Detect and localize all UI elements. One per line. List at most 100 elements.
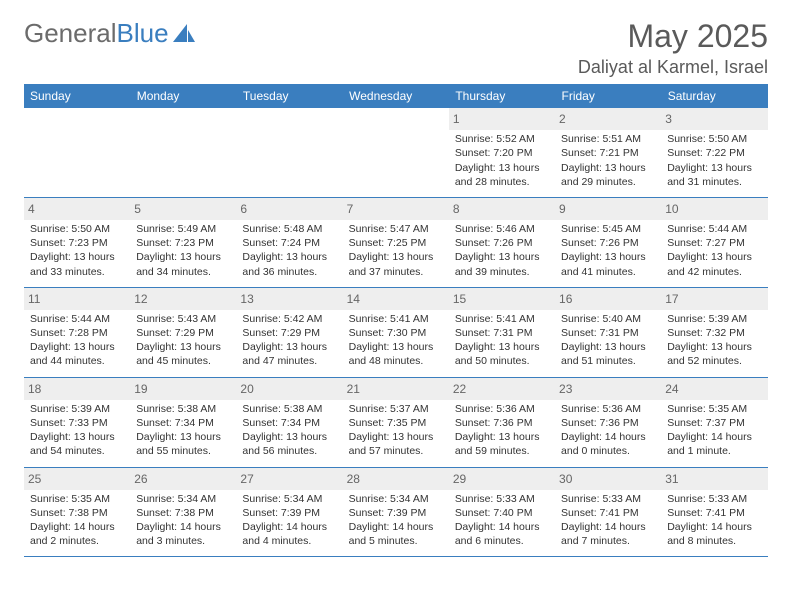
location-label: Daliyat al Karmel, Israel: [578, 57, 768, 78]
sunset-text: Sunset: 7:33 PM: [30, 416, 124, 430]
title-block: May 2025 Daliyat al Karmel, Israel: [578, 18, 768, 78]
day-number: 29: [449, 468, 555, 490]
dayheader-thu: Thursday: [449, 84, 555, 108]
day-cell: 3 Sunrise: 5:50 AMSunset: 7:22 PMDaylight…: [661, 108, 767, 197]
sunset-text: Sunset: 7:36 PM: [561, 416, 655, 430]
dayheader-tue: Tuesday: [236, 84, 342, 108]
daylight-text: Daylight: 13 hours and 37 minutes.: [349, 250, 443, 278]
day-number: 7: [343, 198, 449, 220]
day-number: 30: [555, 468, 661, 490]
daylight-text: Daylight: 14 hours and 8 minutes.: [667, 520, 761, 548]
day-cell: 17Sunrise: 5:39 AMSunset: 7:32 PMDayligh…: [661, 287, 767, 377]
sunrise-text: Sunrise: 5:48 AM: [242, 222, 336, 236]
day-number: 11: [24, 288, 130, 310]
dayheader-sun: Sunday: [24, 84, 130, 108]
day-number: 6: [236, 198, 342, 220]
week-row: 18Sunrise: 5:39 AMSunset: 7:33 PMDayligh…: [24, 377, 768, 467]
sunrise-text: Sunrise: 5:38 AM: [136, 402, 230, 416]
daylight-text: Daylight: 13 hours and 50 minutes.: [455, 340, 549, 368]
daylight-text: Daylight: 13 hours and 55 minutes.: [136, 430, 230, 458]
day-number: 23: [555, 378, 661, 400]
sunset-text: Sunset: 7:41 PM: [561, 506, 655, 520]
sunrise-text: Sunrise: 5:42 AM: [242, 312, 336, 326]
day-number: 17: [661, 288, 767, 310]
daylight-text: Daylight: 13 hours and 33 minutes.: [30, 250, 124, 278]
sunrise-text: Sunrise: 5:38 AM: [242, 402, 336, 416]
day-number: 28: [343, 468, 449, 490]
sunset-text: Sunset: 7:29 PM: [136, 326, 230, 340]
calendar-table: Sunday Monday Tuesday Wednesday Thursday…: [24, 84, 768, 557]
day-cell: 29Sunrise: 5:33 AMSunset: 7:40 PMDayligh…: [449, 467, 555, 557]
day-number: 19: [130, 378, 236, 400]
sunset-text: Sunset: 7:38 PM: [136, 506, 230, 520]
sail-icon: [173, 18, 195, 49]
month-title: May 2025: [578, 18, 768, 55]
day-cell: 28Sunrise: 5:34 AMSunset: 7:39 PMDayligh…: [343, 467, 449, 557]
daylight-text: Daylight: 14 hours and 0 minutes.: [561, 430, 655, 458]
sunrise-text: Sunrise: 5:34 AM: [242, 492, 336, 506]
day-cell: 21Sunrise: 5:37 AMSunset: 7:35 PMDayligh…: [343, 377, 449, 467]
dayheader-wed: Wednesday: [343, 84, 449, 108]
sunrise-text: Sunrise: 5:40 AM: [561, 312, 655, 326]
sunrise-text: Sunrise: 5:41 AM: [349, 312, 443, 326]
sunset-text: Sunset: 7:39 PM: [349, 506, 443, 520]
sunset-text: Sunset: 7:38 PM: [30, 506, 124, 520]
sunset-text: Sunset: 7:31 PM: [455, 326, 549, 340]
day-number: 3: [661, 108, 767, 130]
daylight-text: Daylight: 13 hours and 54 minutes.: [30, 430, 124, 458]
day-cell: 7Sunrise: 5:47 AMSunset: 7:25 PMDaylight…: [343, 197, 449, 287]
daylight-text: Daylight: 14 hours and 7 minutes.: [561, 520, 655, 548]
day-cell: 23 Sunrise: 5:36 AMSunset: 7:36 PMDayligh…: [555, 377, 661, 467]
day-number: 10: [661, 198, 767, 220]
daylight-text: Daylight: 13 hours and 56 minutes.: [242, 430, 336, 458]
brand-logo: GeneralBlue: [24, 18, 195, 49]
day-cell: [343, 108, 449, 197]
day-number: 24: [661, 378, 767, 400]
daylight-text: Daylight: 13 hours and 41 minutes.: [561, 250, 655, 278]
sunset-text: Sunset: 7:40 PM: [455, 506, 549, 520]
sunset-text: Sunset: 7:34 PM: [242, 416, 336, 430]
day-number: 13: [236, 288, 342, 310]
sunset-text: Sunset: 7:24 PM: [242, 236, 336, 250]
sunrise-text: Sunrise: 5:33 AM: [455, 492, 549, 506]
sunset-text: Sunset: 7:41 PM: [667, 506, 761, 520]
daylight-text: Daylight: 13 hours and 31 minutes.: [667, 161, 761, 189]
dayheader-sat: Saturday: [661, 84, 767, 108]
sunrise-text: Sunrise: 5:51 AM: [561, 132, 655, 146]
brand-part2: Blue: [117, 18, 169, 49]
day-number: 16: [555, 288, 661, 310]
sunset-text: Sunset: 7:23 PM: [136, 236, 230, 250]
header-row: GeneralBlue May 2025 Daliyat al Karmel, …: [24, 18, 768, 78]
sunset-text: Sunset: 7:39 PM: [242, 506, 336, 520]
sunset-text: Sunset: 7:30 PM: [349, 326, 443, 340]
day-cell: 5Sunrise: 5:49 AMSunset: 7:23 PMDaylight…: [130, 197, 236, 287]
sunrise-text: Sunrise: 5:33 AM: [667, 492, 761, 506]
sunrise-text: Sunrise: 5:50 AM: [667, 132, 761, 146]
daylight-text: Daylight: 13 hours and 39 minutes.: [455, 250, 549, 278]
day-number: 31: [661, 468, 767, 490]
sunset-text: Sunset: 7:22 PM: [667, 146, 761, 160]
sunset-text: Sunset: 7:31 PM: [561, 326, 655, 340]
day-cell: 4Sunrise: 5:50 AMSunset: 7:23 PMDaylight…: [24, 197, 130, 287]
sunrise-text: Sunrise: 5:41 AM: [455, 312, 549, 326]
day-number: 14: [343, 288, 449, 310]
day-cell: 25Sunrise: 5:35 AMSunset: 7:38 PMDayligh…: [24, 467, 130, 557]
daylight-text: Daylight: 13 hours and 28 minutes.: [455, 161, 549, 189]
sunrise-text: Sunrise: 5:45 AM: [561, 222, 655, 236]
sunrise-text: Sunrise: 5:36 AM: [561, 402, 655, 416]
sunrise-text: Sunrise: 5:34 AM: [136, 492, 230, 506]
brand-part1: General: [24, 18, 117, 49]
daylight-text: Daylight: 14 hours and 4 minutes.: [242, 520, 336, 548]
daylight-text: Daylight: 14 hours and 5 minutes.: [349, 520, 443, 548]
daylight-text: Daylight: 13 hours and 48 minutes.: [349, 340, 443, 368]
day-number: 9: [555, 198, 661, 220]
sunset-text: Sunset: 7:32 PM: [667, 326, 761, 340]
day-number: 15: [449, 288, 555, 310]
sunset-text: Sunset: 7:25 PM: [349, 236, 443, 250]
day-cell: 22Sunrise: 5:36 AMSunset: 7:36 PMDayligh…: [449, 377, 555, 467]
day-cell: 19Sunrise: 5:38 AMSunset: 7:34 PMDayligh…: [130, 377, 236, 467]
sunset-text: Sunset: 7:21 PM: [561, 146, 655, 160]
day-cell: [24, 108, 130, 197]
sunset-text: Sunset: 7:28 PM: [30, 326, 124, 340]
day-cell: 27Sunrise: 5:34 AMSunset: 7:39 PMDayligh…: [236, 467, 342, 557]
